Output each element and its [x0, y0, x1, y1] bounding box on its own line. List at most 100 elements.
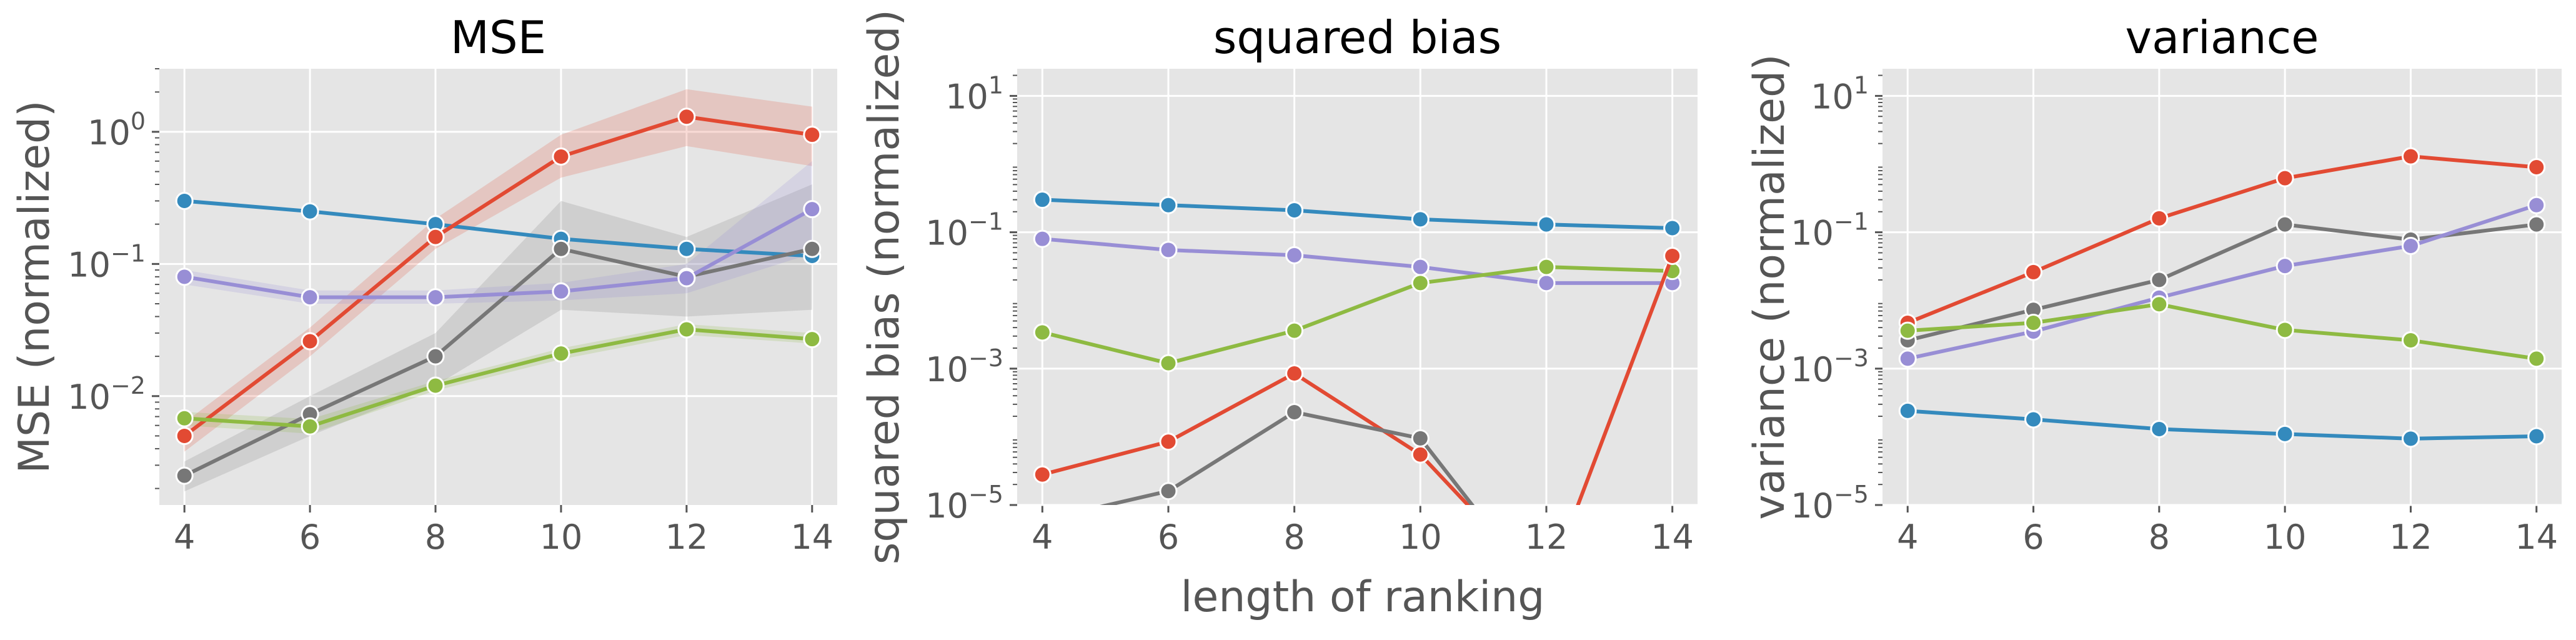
y-tick-label: 10−1 [925, 208, 1003, 253]
data-point [1898, 349, 1917, 368]
data-point [2150, 209, 2169, 228]
data-point [175, 268, 194, 286]
data-point [2275, 424, 2294, 443]
y-tick-label: 10−1 [67, 239, 146, 284]
data-point [1033, 465, 1052, 484]
chart-panel-3: 4 6 8 10 12 14 101 10−1 10−3 10−5 variance variance… [1745, 11, 2562, 557]
data-point [1898, 401, 1917, 420]
data-point [1898, 321, 1917, 340]
data-point [677, 239, 696, 258]
x-tick-label: 8 [1283, 518, 1305, 557]
series-line [1907, 203, 2537, 361]
chart-title: variance [2126, 11, 2319, 64]
data-point [1033, 191, 1052, 209]
data-point [1285, 321, 1304, 340]
data-point [1159, 354, 1178, 372]
data-point [803, 126, 822, 144]
x-tick-label: 8 [2149, 518, 2170, 557]
data-point [677, 108, 696, 126]
data-point [2401, 237, 2420, 256]
series-line [1907, 302, 2537, 361]
x-tick-label: 4 [1897, 518, 1918, 557]
series-line [184, 199, 812, 258]
chart-panel-1: 4 6 8 10 12 14 100 10−1 10−2 MSE MSE (normalized) [10, 11, 837, 557]
data-point [426, 288, 445, 307]
x-tick-label: 10 [1399, 518, 1442, 557]
data-point [2401, 331, 2420, 350]
plot-background [1017, 69, 1698, 505]
data-point [301, 202, 319, 221]
series-line [1042, 255, 1674, 505]
data-point [426, 347, 445, 366]
data-point [677, 320, 696, 339]
data-point [2275, 257, 2294, 276]
x-tick-label: 14 [790, 518, 833, 557]
data-point [2275, 169, 2294, 188]
x-tick-label: 8 [425, 518, 446, 557]
plot-area [175, 89, 822, 492]
data-point [1537, 274, 1556, 292]
y-axis-label: MSE (normalized) [10, 100, 59, 473]
data-point [301, 288, 319, 307]
chart-panel-2: 4 6 8 10 12 14 101 10−1 10−3 10−5 squared bias squa… [860, 9, 1698, 564]
y-tick-label: 101 [1811, 71, 1869, 116]
data-point [175, 466, 194, 485]
x-tick-label: 12 [1525, 518, 1568, 557]
x-tick-label: 4 [1032, 518, 1053, 557]
data-point [1411, 274, 1430, 292]
data-point [2401, 429, 2420, 448]
data-point [1285, 364, 1304, 383]
data-point [2401, 147, 2420, 166]
x-tick-label: 12 [665, 518, 709, 557]
data-point [2527, 349, 2546, 368]
series-line [1907, 222, 2537, 342]
y-tick-label: 10−2 [67, 372, 146, 417]
data-point [1285, 402, 1304, 421]
series-line [1907, 409, 2537, 441]
data-point [175, 409, 194, 428]
data-point [2527, 158, 2546, 177]
x-tick-label: 6 [1158, 518, 1179, 557]
data-point [552, 147, 570, 166]
data-point [552, 282, 570, 301]
x-tick-label: 14 [2515, 518, 2558, 557]
x-tick-label: 12 [2389, 518, 2432, 557]
x-tick-label: 14 [1651, 518, 1694, 557]
series-line [183, 114, 813, 438]
x-tick-label: 10 [540, 518, 583, 557]
data-point [552, 344, 570, 363]
data-point [2024, 262, 2043, 281]
data-point [2275, 215, 2294, 234]
y-axis-label: variance (normalized) [1745, 54, 1794, 519]
data-point [803, 239, 822, 258]
data-point [1159, 482, 1178, 501]
y-tick-label: 100 [87, 108, 146, 152]
y-tick-label: 10−1 [1791, 208, 1869, 253]
y-axis-label: squared bias (normalized) [860, 9, 909, 564]
data-point [1159, 241, 1178, 259]
x-tick-label: 4 [174, 518, 195, 557]
data-point [677, 269, 696, 288]
series-line [1042, 237, 1673, 285]
data-point [1033, 229, 1052, 248]
data-point [552, 239, 570, 258]
series-line [184, 207, 813, 299]
data-point [1663, 246, 1682, 265]
data-point [1285, 201, 1304, 219]
data-point [1663, 219, 1682, 238]
x-tick-label: 10 [2264, 518, 2307, 557]
data-point [1159, 196, 1178, 214]
y-tick-label: 10−3 [925, 344, 1003, 389]
data-point [1537, 258, 1556, 276]
data-point [1537, 215, 1556, 234]
data-point [175, 191, 194, 210]
data-point [426, 228, 445, 246]
data-point [803, 200, 822, 219]
data-point [2275, 321, 2294, 339]
data-point [1411, 429, 1430, 448]
data-point [803, 330, 822, 349]
series-line [184, 327, 813, 429]
y-tick-label: 10−5 [925, 481, 1003, 526]
x-tick-label: 6 [299, 518, 321, 557]
